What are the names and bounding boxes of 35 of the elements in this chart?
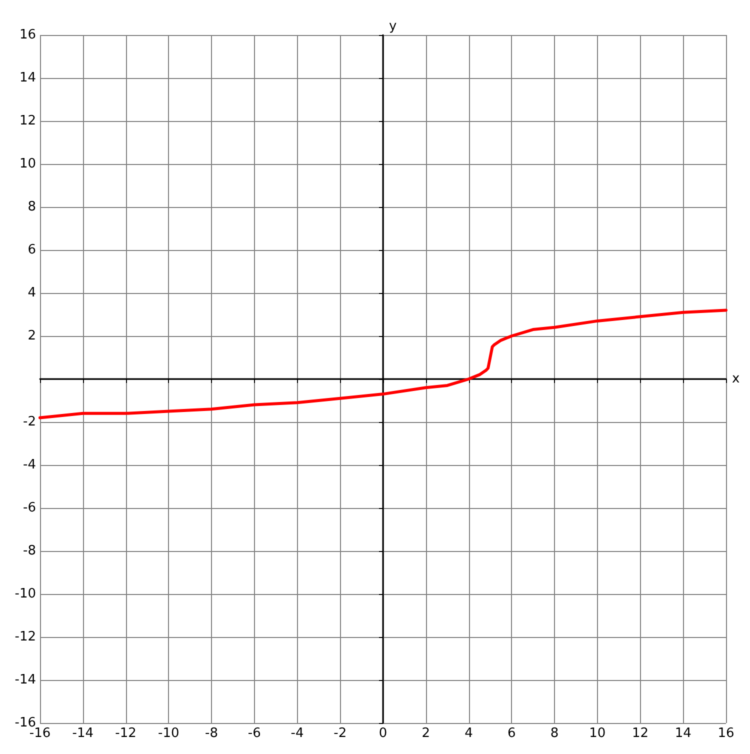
y-tick-label: 12 (19, 114, 36, 128)
y-axis-title: y (389, 19, 397, 34)
x-tick-label: 0 (378, 726, 388, 741)
y-tick-label: -14 (14, 672, 36, 688)
line-series (38, 308, 728, 420)
x-tick-label: 6 (507, 726, 516, 741)
y-tick-label: -16 (14, 716, 36, 730)
y-tick-label: -12 (14, 630, 36, 644)
x-tick-label: 8 (550, 726, 559, 741)
y-tick-label: -10 (14, 586, 36, 602)
y-tick-label: 10 (19, 156, 36, 172)
x-tick-label: -4 (290, 726, 304, 741)
y-tick-label: 4 (28, 286, 36, 300)
x-tick-label: 2 (422, 726, 430, 741)
y-tick-label: 6 (28, 242, 36, 258)
x-tick-label: 16 (718, 726, 734, 741)
x-tick-label: 14 (674, 726, 692, 741)
y-tick-label: 8 (28, 200, 36, 214)
x-tick-label: -2 (334, 726, 347, 741)
y-tick-label: -2 (23, 414, 36, 430)
y-tick-label: -6 (23, 500, 36, 516)
x-tick-label: -6 (248, 726, 261, 741)
x-tick-label: -10 (158, 726, 180, 741)
y-tick-label: -8 (23, 544, 36, 558)
y-tick-label: 16 (19, 28, 36, 42)
x-tick-label: -12 (115, 726, 136, 741)
x-tick-label: 4 (464, 726, 473, 741)
x-axis-title: x (732, 372, 740, 386)
x-tick-label: 10 (589, 726, 606, 741)
y-tick-label: 2 (28, 328, 36, 344)
x-tick-label: -8 (205, 726, 218, 741)
x-tick-label: 12 (632, 726, 649, 741)
y-tick-label: 14 (19, 70, 36, 86)
y-tick-label: -4 (23, 458, 36, 472)
x-tick-label: -14 (72, 726, 94, 741)
